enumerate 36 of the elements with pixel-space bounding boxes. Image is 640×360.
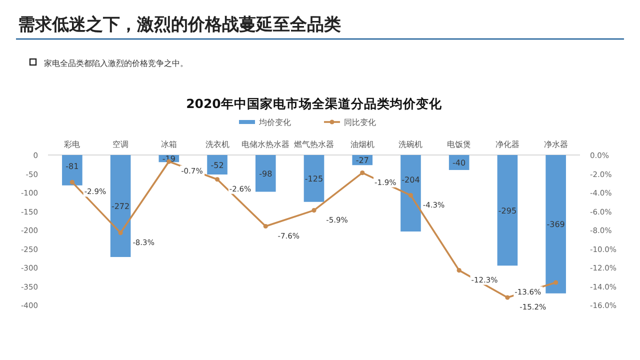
text: 家电全品类都陷入激烈的价格竞争之中。 [44,59,188,68]
legend-label: 同比变化 [344,118,376,127]
data-label: -40 [452,158,466,168]
chart-title: 需求低迷之下，激烈的价格战蔓延至全品类 [18,15,341,35]
point [312,208,316,213]
x-tick-label: 洗衣机 [205,140,230,149]
x-tick-label: 油烟机 [350,140,374,149]
data-label: -52 [210,160,224,170]
data-label: -272 [111,202,130,211]
point [554,280,558,285]
data-label: -295 [498,206,517,216]
point [505,295,510,300]
point [70,180,74,184]
x-tick-label: 净化器 [495,140,520,149]
x-tick-label: 空调 [112,140,129,149]
legend-label: 均价变化 [258,118,291,127]
point [456,268,462,273]
point [214,177,220,182]
data-label: -81 [66,162,79,172]
point [360,170,365,176]
data-label: -204 [402,175,420,184]
data-label: -125 [304,174,324,184]
data-label: -27 [356,156,369,166]
data-label: -98 [259,169,272,178]
x-tick-label: 燃气热水器 [294,140,334,149]
point [408,193,414,198]
x-tick-label: 电饭煲 [447,140,472,149]
x-tick-label: 冰箱 [160,140,177,149]
data-label: -369 [546,220,565,230]
point [118,230,123,236]
point [263,224,268,229]
x-tick-label: 洗碗机 [398,140,423,149]
chart-subtitle: 2020年中国家电市场全渠道分品类均价变化 [186,96,443,111]
x-tick-label: 电储水热水器 [242,140,290,149]
x-tick-label: 净水器 [544,140,568,149]
x-tick-label: 彩电 [64,140,80,149]
